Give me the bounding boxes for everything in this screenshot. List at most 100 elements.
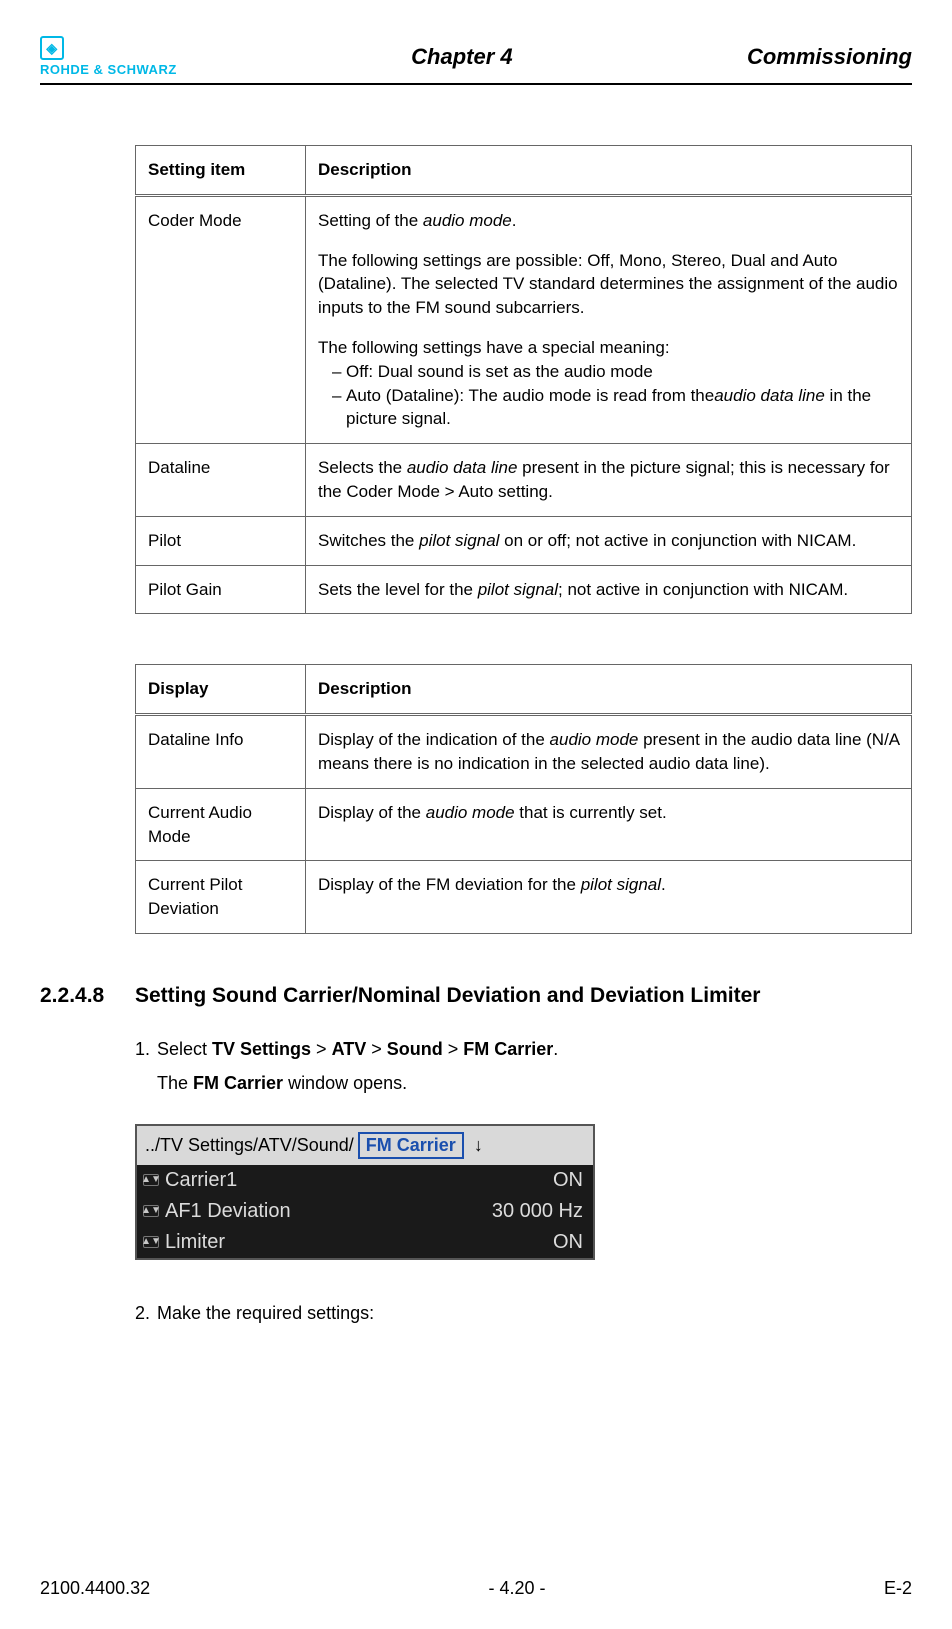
row-label: Carrier1 xyxy=(165,1169,237,1192)
row-value: 30 000 Hz xyxy=(492,1200,583,1223)
text: Auto (Dataline): The audio mode is read … xyxy=(346,386,714,405)
text: Switches the xyxy=(318,531,419,550)
text: FM Carrier xyxy=(193,1073,283,1093)
row-value: ON xyxy=(553,1231,583,1254)
row-label: AF1 Deviation xyxy=(165,1200,291,1223)
row-label: Limiter xyxy=(165,1231,225,1254)
text: . xyxy=(661,875,666,894)
text: TV Settings xyxy=(212,1039,311,1059)
text: ; not active in conjunction with NICAM. xyxy=(558,580,848,599)
dropdown-arrow-icon: ↓ xyxy=(474,1135,483,1156)
text: pilot signal xyxy=(478,580,558,599)
updown-icon: ▲▼ xyxy=(143,1236,159,1248)
text: Select xyxy=(157,1039,212,1059)
text: The following settings are possible: Off… xyxy=(318,249,901,320)
table-row: Pilot Gain Sets the level for the pilot … xyxy=(136,565,912,614)
text: . xyxy=(553,1039,558,1059)
col-header: Setting item xyxy=(136,146,306,196)
text: pilot signal xyxy=(419,531,499,550)
item-cell: Dataline Info xyxy=(136,715,306,789)
text: Selects the xyxy=(318,458,407,477)
step: 1. Select TV Settings > ATV > Sound > FM… xyxy=(135,1036,912,1063)
page-header: ◈ ROHDE & SCHWARZ Chapter 4 Commissionin… xyxy=(40,36,912,85)
logo: ◈ ROHDE & SCHWARZ xyxy=(40,36,177,77)
list-item: Off: Dual sound is set as the audio mode xyxy=(332,360,901,384)
desc-cell: Display of the audio mode that is curren… xyxy=(306,788,912,861)
logo-icon: ◈ xyxy=(40,36,64,60)
item-cell: Current Audio Mode xyxy=(136,788,306,861)
col-header: Description xyxy=(306,146,912,196)
text: pilot signal xyxy=(581,875,661,894)
section-heading: 2.2.4.8 Setting Sound Carrier/Nominal De… xyxy=(40,984,912,1008)
list-item: Auto (Dataline): The audio mode is read … xyxy=(332,384,901,432)
device-screenshot: ../TV Settings/ATV/Sound/ FM Carrier ↓ ▲… xyxy=(135,1124,595,1260)
text: . xyxy=(512,211,517,230)
step: 2. Make the required settings: xyxy=(135,1300,912,1327)
text: audio data line xyxy=(407,458,518,477)
updown-icon: ▲▼ xyxy=(143,1174,159,1186)
col-header: Display xyxy=(136,665,306,715)
step-number: 1. xyxy=(135,1036,157,1063)
desc-cell: Display of the FM deviation for the pilo… xyxy=(306,861,912,934)
chapter-title: Chapter 4 xyxy=(411,44,512,70)
updown-icon: ▲▼ xyxy=(143,1205,159,1217)
item-cell: Current Pilot Deviation xyxy=(136,861,306,934)
text: window opens. xyxy=(283,1073,407,1093)
device-row: ▲▼ AF1 Deviation 30 000 Hz xyxy=(137,1196,593,1227)
item-cell: Pilot xyxy=(136,516,306,565)
device-breadcrumb: ../TV Settings/ATV/Sound/ FM Carrier ↓ xyxy=(137,1126,593,1165)
desc-cell: Selects the audio data line present in t… xyxy=(306,444,912,517)
item-cell: Coder Mode xyxy=(136,195,306,443)
breadcrumb-path: ../TV Settings/ATV/Sound/ xyxy=(145,1135,354,1156)
desc-cell: Setting of the audio mode. The following… xyxy=(306,195,912,443)
footer-center: - 4.20 - xyxy=(489,1578,546,1599)
item-cell: Pilot Gain xyxy=(136,565,306,614)
text: Sets the level for the xyxy=(318,580,478,599)
text: on or off; not active in conjunction wit… xyxy=(499,531,856,550)
text: Display of the xyxy=(318,803,426,822)
desc-cell: Sets the level for the pilot signal; not… xyxy=(306,565,912,614)
item-cell: Dataline xyxy=(136,444,306,517)
col-header: Description xyxy=(306,665,912,715)
text: FM Carrier xyxy=(463,1039,553,1059)
text: > xyxy=(311,1039,332,1059)
device-row: ▲▼ Limiter ON xyxy=(137,1227,593,1258)
text: Setting of the xyxy=(318,211,423,230)
footer-left: 2100.4400.32 xyxy=(40,1578,150,1599)
settings-table: Setting item Description Coder Mode Sett… xyxy=(135,145,912,614)
step-result: The FM Carrier window opens. xyxy=(157,1073,912,1094)
table-row: Coder Mode Setting of the audio mode. Th… xyxy=(136,195,912,443)
text: The following settings have a special me… xyxy=(318,336,901,360)
text: Sound xyxy=(387,1039,443,1059)
page-footer: 2100.4400.32 - 4.20 - E-2 xyxy=(40,1578,912,1599)
breadcrumb-current: FM Carrier xyxy=(358,1132,464,1159)
text: audio mode xyxy=(426,803,515,822)
logo-text: ROHDE & SCHWARZ xyxy=(40,62,177,77)
text: audio data line xyxy=(714,386,825,405)
table-row: Dataline Info Display of the indication … xyxy=(136,715,912,789)
step-number: 2. xyxy=(135,1300,157,1327)
section-title: Commissioning xyxy=(747,44,912,70)
table-row: Current Pilot Deviation Display of the F… xyxy=(136,861,912,934)
text: audio mode xyxy=(423,211,512,230)
text: audio mode xyxy=(550,730,639,749)
table-row: Current Audio Mode Display of the audio … xyxy=(136,788,912,861)
footer-right: E-2 xyxy=(884,1578,912,1599)
section-number: 2.2.4.8 xyxy=(40,984,135,1008)
text: ATV xyxy=(332,1039,367,1059)
text: that is currently set. xyxy=(515,803,667,822)
text: > xyxy=(443,1039,464,1059)
desc-cell: Switches the pilot signal on or off; not… xyxy=(306,516,912,565)
row-value: ON xyxy=(553,1169,583,1192)
section-title-text: Setting Sound Carrier/Nominal Deviation … xyxy=(135,984,760,1008)
text: > xyxy=(366,1039,387,1059)
device-row: ▲▼ Carrier1 ON xyxy=(137,1165,593,1196)
table-row: Dataline Selects the audio data line pre… xyxy=(136,444,912,517)
text: Display of the FM deviation for the xyxy=(318,875,581,894)
text: Make the required settings: xyxy=(157,1300,912,1327)
desc-cell: Display of the indication of the audio m… xyxy=(306,715,912,789)
text: The xyxy=(157,1073,193,1093)
display-table: Display Description Dataline Info Displa… xyxy=(135,664,912,934)
text: Display of the indication of the xyxy=(318,730,550,749)
table-row: Pilot Switches the pilot signal on or of… xyxy=(136,516,912,565)
